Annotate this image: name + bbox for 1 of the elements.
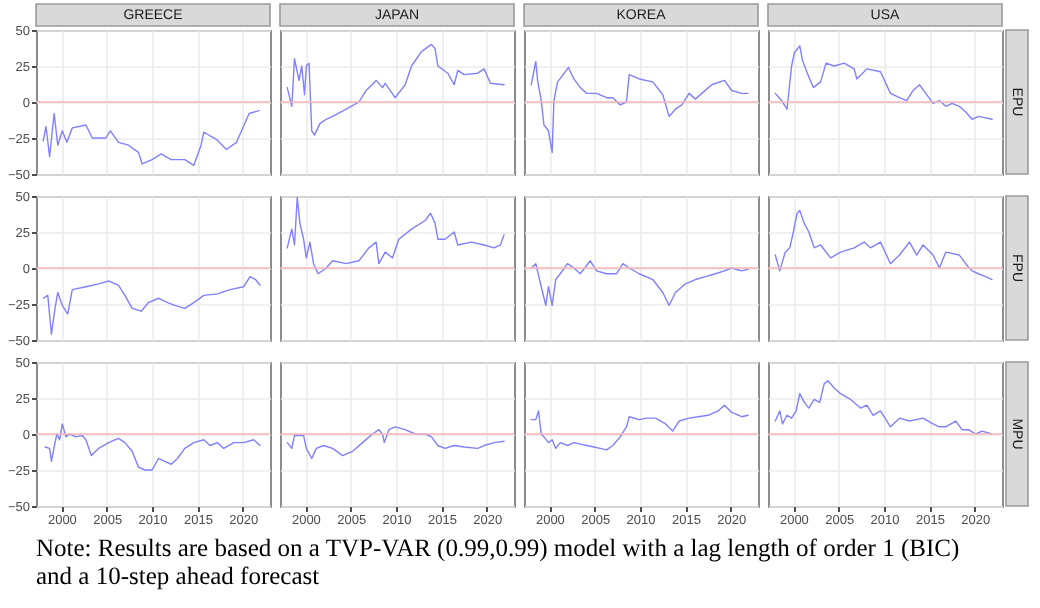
text: Note: Results are based on a TVP-VAR (0.99,0.99) model with a lag length of order 1 (BIC) and a 10-step ahead forecast	[36, 534, 960, 590]
